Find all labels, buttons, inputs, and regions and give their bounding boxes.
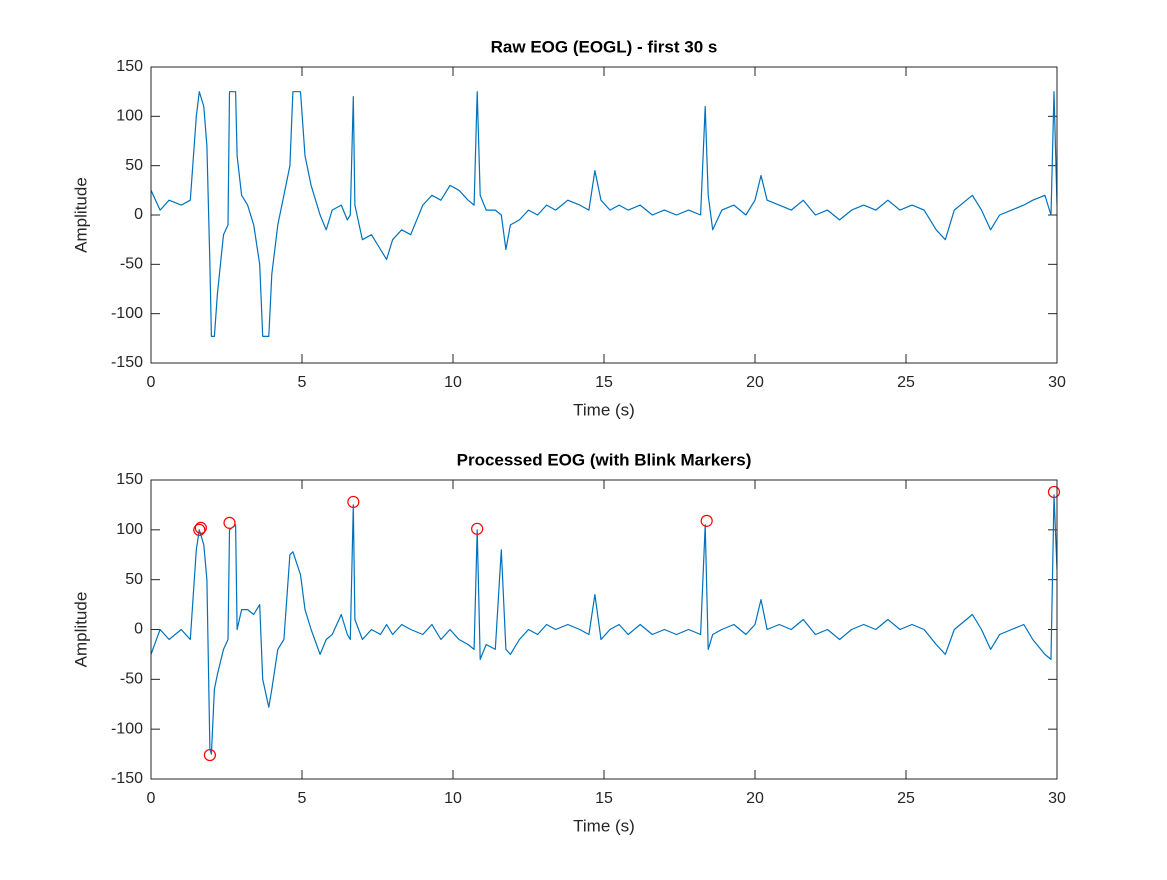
- y-tick-label: 50: [125, 157, 143, 174]
- x-tick-label: 20: [746, 374, 764, 391]
- x-axis-label: Time (s): [573, 816, 635, 835]
- y-tick-label: 100: [116, 521, 143, 538]
- x-tick-label: 20: [746, 790, 764, 807]
- x-tick-label: 10: [444, 790, 462, 807]
- blink-marker: [471, 522, 484, 535]
- y-tick-label: -100: [111, 720, 143, 737]
- blink-marker: [194, 521, 207, 534]
- y-tick-label: 50: [125, 571, 143, 588]
- x-tick-label: 25: [897, 374, 915, 391]
- y-tick-label: -50: [120, 671, 143, 688]
- plot-area: [151, 67, 1057, 363]
- y-tick-label: -50: [120, 256, 143, 273]
- x-tick-label: 5: [298, 374, 307, 391]
- chart-title: Raw EOG (EOGL) - first 30 s: [491, 37, 718, 56]
- y-tick-label: 100: [116, 108, 143, 125]
- blink-marker: [1047, 485, 1061, 499]
- chart-title: Processed EOG (with Blink Markers): [457, 450, 752, 469]
- x-axis-label: Time (s): [573, 400, 635, 419]
- signal-line: [151, 91, 1057, 337]
- x-tick-label: 30: [1048, 790, 1066, 807]
- plot-area: [151, 480, 1057, 779]
- y-tick-label: -150: [111, 354, 143, 371]
- x-tick-label: 15: [595, 374, 613, 391]
- x-tick-label: 15: [595, 790, 613, 807]
- y-tick-label: 0: [134, 206, 143, 223]
- y-axis-label: Amplitude: [71, 177, 90, 253]
- subplot: 0 5 10 15 20 25 30 -150 -100 -50 0 50 100 150 Raw EOG …: [71, 37, 1066, 419]
- axes-box: [150, 66, 1058, 364]
- y-tick-label: 150: [116, 58, 143, 75]
- subplot: 0 5 10 15 20 25 30 -150 -100 -50 0 50 100 150 Processe…: [71, 450, 1066, 835]
- blink-marker: [223, 516, 236, 529]
- y-tick-label: -100: [111, 305, 143, 322]
- y-axis-label: Amplitude: [71, 592, 90, 668]
- y-tick-label: -150: [111, 770, 143, 787]
- blink-marker: [700, 514, 713, 527]
- y-tick-label: 150: [116, 471, 143, 488]
- blink-marker: [193, 523, 206, 536]
- x-tick-label: 10: [444, 374, 462, 391]
- x-tick-label: 30: [1048, 374, 1066, 391]
- blink-marker: [347, 495, 360, 509]
- x-tick-label: 0: [147, 374, 156, 391]
- x-tick-label: 0: [147, 790, 156, 807]
- axes-box: [150, 479, 1058, 780]
- blink-marker: [203, 748, 216, 762]
- x-tick-label: 25: [897, 790, 915, 807]
- signal-line: [151, 494, 1057, 755]
- x-tick-label: 5: [298, 790, 307, 807]
- y-tick-label: 0: [134, 621, 143, 638]
